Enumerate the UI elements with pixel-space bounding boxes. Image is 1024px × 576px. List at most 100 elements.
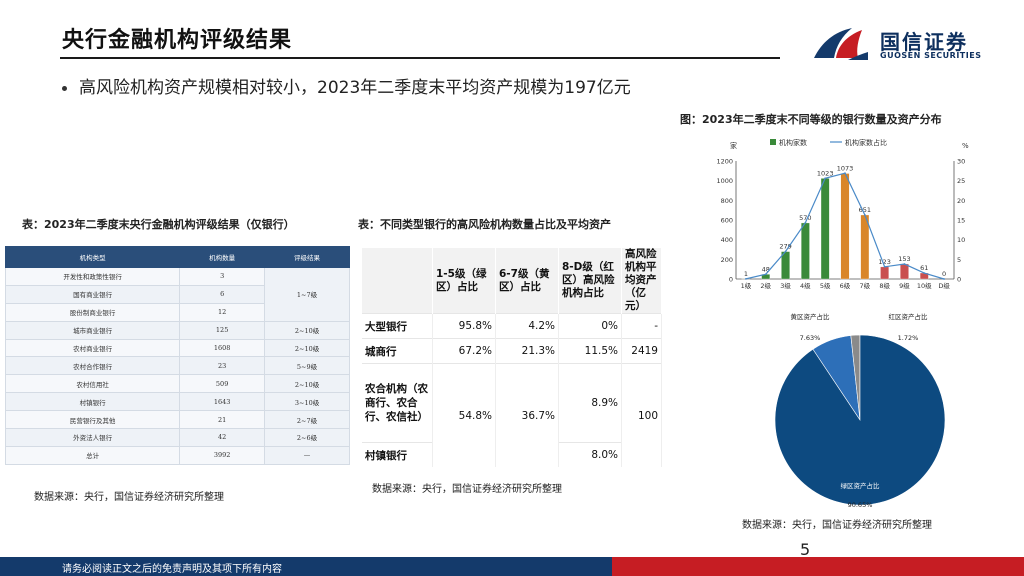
table-row: 股份制商业银行 12 (4, 302, 350, 322)
table-row: 外资法人银行 42 2~6级 (4, 428, 350, 447)
row-label: 大型银行 (362, 313, 433, 339)
x-tick-label: 1级 (741, 281, 752, 290)
title-underline (60, 57, 780, 59)
bar-data-label: 570 (799, 214, 811, 222)
bar-data-label: 1 (744, 270, 748, 278)
line-point (764, 273, 767, 276)
y-tick-left: 1200 (716, 158, 733, 166)
cell-type: 股份制商业银行 (4, 302, 181, 322)
y-tick-right: 0 (957, 276, 961, 284)
cell-type: 总计 (4, 445, 181, 465)
x-tick-label: 8级 (879, 281, 890, 290)
y-tick-right: 30 (957, 158, 965, 166)
cell-type: 开发性和政策性银行 (4, 267, 181, 286)
table-row: 农村商业银行 1608 2~10级 (4, 338, 350, 358)
cell-green: 95.8% (432, 313, 496, 339)
y-tick-left: 200 (721, 256, 733, 264)
y-tick-right: 10 (957, 236, 965, 244)
legend-bar-label: 机构家数 (779, 138, 807, 147)
x-tick-label: 2级 (760, 281, 771, 290)
y-tick-left: 600 (721, 217, 733, 225)
y-tick-right: 5 (957, 256, 961, 264)
x-tick-label: D级 (938, 281, 950, 290)
cell-rating: 2~10级 (264, 338, 350, 358)
line-point (863, 213, 866, 216)
cell-red: 8.9% (558, 363, 622, 443)
bar-data-label: 153 (898, 255, 910, 263)
y-axis-left-label: 家 (730, 141, 737, 150)
bar (900, 263, 909, 280)
bank-rating-chart: 家 % 机构家数 机构家数占比 020040060080010001200051… (716, 138, 969, 291)
cell-count: 12 (179, 302, 266, 322)
pie-label-red: 红区资产占比 (889, 312, 929, 321)
table2-header: 6-7级（黄区）占比 (495, 248, 559, 314)
y-tick-right: 15 (957, 217, 965, 225)
cell-yellow: 21.3% (495, 338, 559, 364)
cell-rating-merged: 1~7级 (264, 267, 350, 322)
table1-header: 机构类型 (4, 246, 181, 268)
pie-slice (774, 334, 946, 506)
table-row: 村镇银行 1643 3~10级 (4, 392, 350, 412)
logo-text-cn: 国信证券 (880, 30, 968, 54)
line-point (844, 172, 846, 175)
risk-table: 1-5级（绿区）占比 6-7级（黄区）占比 8-D级（红区）高风险机构占比 高风… (362, 248, 662, 467)
x-tick-label: 4级 (800, 281, 811, 290)
line-point (903, 263, 906, 265)
cell-red: 11.5% (558, 338, 622, 364)
cell-rating: 2~10级 (264, 374, 350, 394)
table-row: 开发性和政策性银行 3 1~7级 (4, 267, 350, 322)
plot-area: 0 200 400 600 800 1000 1200 0 5 10 15 20 25 30 1 1级 48 2级… (716, 158, 965, 291)
cell-count: 6 (179, 284, 266, 304)
table-row: 城商行 67.2% 21.3% 11.5% 2419 (362, 338, 662, 364)
line-point (883, 265, 886, 268)
line-point (745, 277, 747, 280)
y-tick-left: 0 (729, 276, 733, 284)
table-row: 大型银行 95.8% 4.2% 0% - (362, 313, 662, 339)
line-point (824, 177, 827, 180)
pie-label-yellow: 黄区资产占比 (791, 312, 831, 321)
cell-avg-asset: 2419 (621, 338, 662, 364)
line-point (943, 278, 945, 280)
line-point (804, 221, 807, 224)
bar-data-label: 123 (878, 258, 890, 266)
cell-count: 42 (179, 428, 266, 447)
x-tick-label: 9级 (899, 281, 910, 290)
bar-data-label: 279 (779, 243, 791, 251)
line-point (923, 272, 926, 274)
pie-pct-green: 90.65% (848, 501, 873, 509)
cell-type: 国有商业银行 (4, 284, 181, 304)
page-number: 5 (800, 540, 811, 559)
guosen-logo-icon (814, 28, 868, 60)
x-tick-label: 7级 (859, 281, 870, 290)
chart-title: 图：2023年二季度末不同等级的银行数量及资产分布 (680, 113, 942, 126)
logo-text-en: GUOSEN SECURITIES (880, 51, 982, 60)
cell-count: 509 (179, 374, 266, 394)
bar-data-label: 0 (942, 270, 946, 278)
table1-caption: 表：2023年二季度末央行金融机构评级结果（仅银行） (22, 218, 295, 231)
cell-rating: 5~9级 (264, 356, 350, 376)
cell-type: 城市商业银行 (4, 320, 181, 340)
cell-avg-asset: 100 (621, 363, 662, 467)
footer-bar (0, 557, 612, 576)
y-axis-right-label: % (962, 142, 969, 150)
row-label: 农合机构（农商行、农合行、农信社） (362, 363, 433, 443)
cell-red: 0% (558, 313, 622, 339)
bullet-point: 高风险机构资产规模相对较小，2023年二季度末平均资产规模为197亿元 (62, 73, 631, 98)
table-row: 农村合作银行 23 5~9级 (4, 356, 350, 376)
cell-count: 3 (179, 267, 266, 286)
cell-rating: 3~10级 (264, 392, 350, 412)
cell-type: 农村合作银行 (4, 356, 181, 376)
table2-header: 高风险机构平均资产（亿元） (621, 248, 662, 314)
table2-caption: 表：不同类型银行的高风险机构数量占比及平均资产 (358, 218, 611, 231)
table-row: 村镇银行 8.0% (362, 442, 662, 467)
cell-type: 农村信用社 (4, 374, 181, 394)
table-row: 农合机构（农商行、农合行、农信社） 54.8% 36.7% 8.9% 100 (362, 363, 662, 467)
cell-count: 1643 (179, 392, 266, 412)
cell-type: 村镇银行 (4, 392, 181, 412)
table1-header: 评级结果 (264, 246, 350, 268)
page-title: 央行金融机构评级结果 (62, 28, 293, 53)
row-label: 村镇银行 (362, 442, 433, 467)
footer-disclaimer: 请务必阅读正文之后的免责声明及其项下所有内容 (62, 564, 282, 575)
cell-yellow: 36.7% (495, 363, 559, 467)
bar-data-label: 651 (859, 206, 871, 214)
